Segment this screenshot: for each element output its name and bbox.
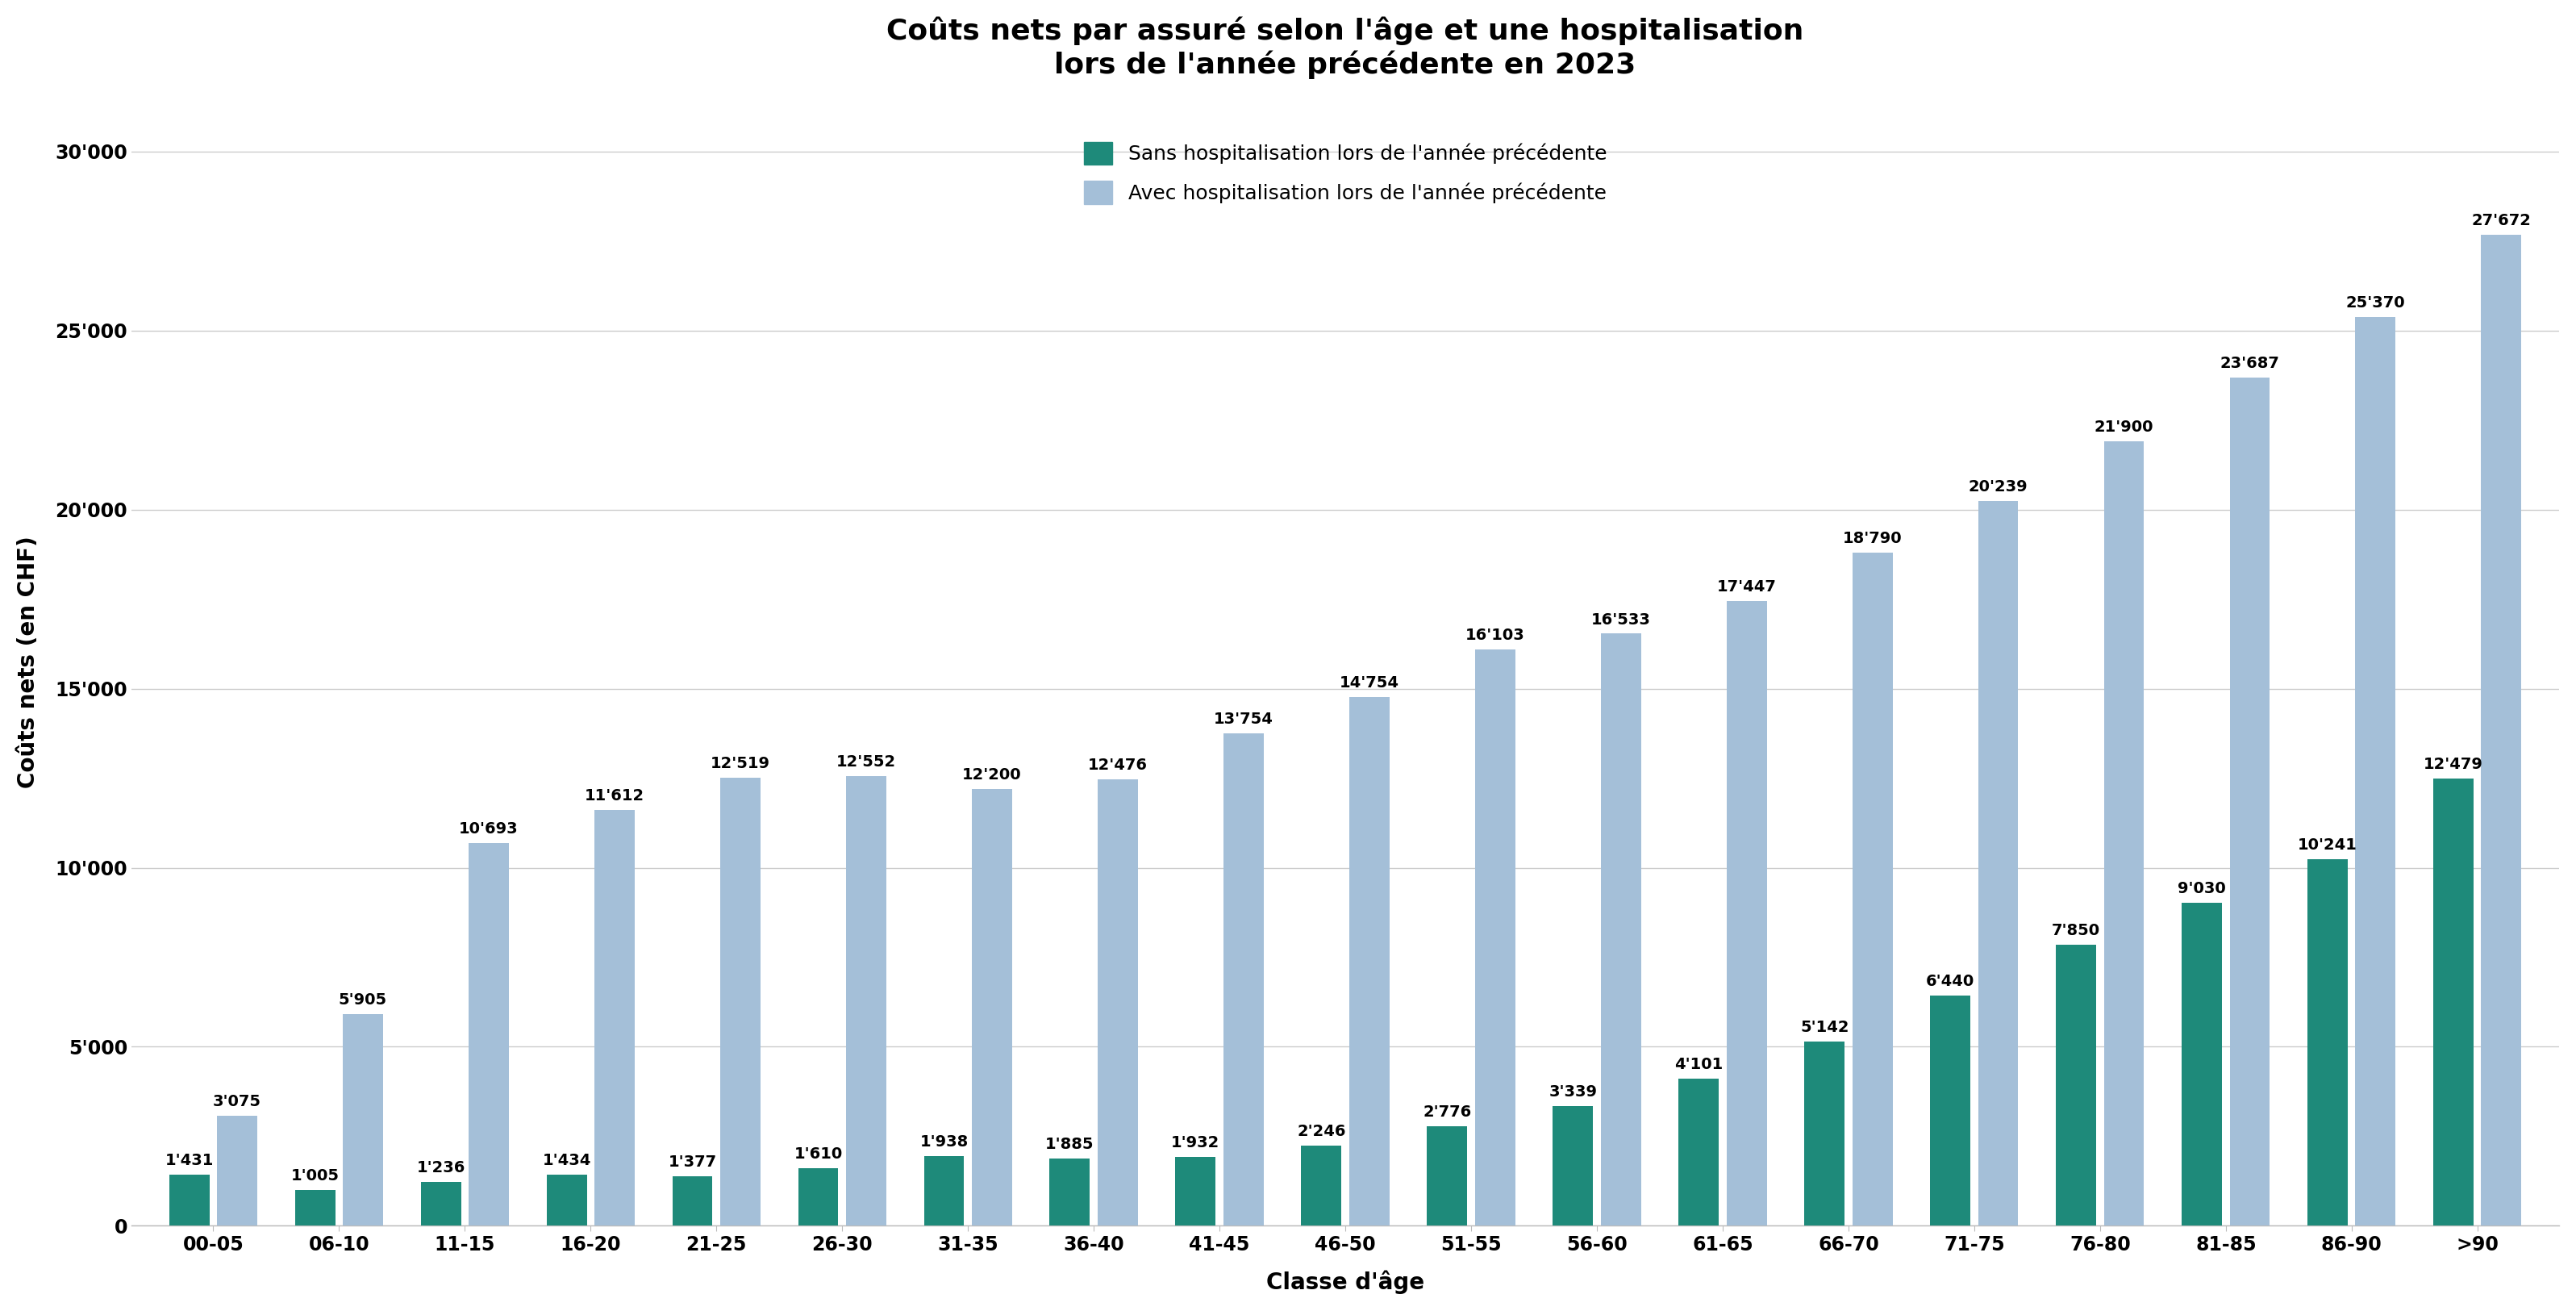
Bar — [1929, 995, 1971, 1226]
Bar — [1553, 1106, 1592, 1226]
Text: 16'533: 16'533 — [1592, 612, 1651, 627]
Text: 1'932: 1'932 — [1172, 1135, 1221, 1150]
Bar — [2434, 779, 2473, 1226]
Text: 17'447: 17'447 — [1716, 579, 1777, 594]
Text: 12'552: 12'552 — [837, 755, 896, 770]
Text: 6'440: 6'440 — [1927, 973, 1976, 988]
Text: 7'850: 7'850 — [2053, 923, 2099, 939]
Text: 23'687: 23'687 — [2221, 355, 2280, 371]
Text: 13'754: 13'754 — [1213, 712, 1273, 726]
Text: 10'693: 10'693 — [459, 821, 518, 836]
Text: 4'101: 4'101 — [1674, 1057, 1723, 1072]
Bar — [546, 1175, 587, 1226]
Bar — [1048, 1159, 1090, 1226]
Text: 12'519: 12'519 — [711, 755, 770, 771]
Text: 14'754: 14'754 — [1340, 675, 1399, 691]
Text: 25'370: 25'370 — [2347, 295, 2406, 311]
Bar — [672, 1176, 714, 1226]
Bar — [2354, 317, 2396, 1226]
Text: 1'885: 1'885 — [1046, 1137, 1095, 1152]
Bar — [469, 843, 507, 1226]
Bar — [1476, 649, 1515, 1226]
Text: 27'672: 27'672 — [2470, 212, 2532, 228]
Bar — [2231, 378, 2269, 1226]
Text: 1'236: 1'236 — [417, 1160, 466, 1175]
Text: 1'377: 1'377 — [667, 1155, 716, 1169]
Text: 3'339: 3'339 — [1548, 1084, 1597, 1100]
Bar — [1726, 600, 1767, 1226]
Bar — [1301, 1146, 1342, 1226]
Text: 1'005: 1'005 — [291, 1168, 340, 1184]
Bar — [845, 776, 886, 1226]
Y-axis label: Coûts nets (en CHF): Coûts nets (en CHF) — [18, 536, 39, 788]
Bar — [595, 810, 634, 1226]
Text: 20'239: 20'239 — [1968, 480, 2027, 494]
Text: 18'790: 18'790 — [1842, 531, 1901, 547]
Bar — [1350, 697, 1388, 1226]
Bar — [2481, 235, 2522, 1226]
Bar — [2105, 442, 2143, 1226]
Text: 2'246: 2'246 — [1296, 1124, 1345, 1139]
Bar — [1978, 501, 2017, 1226]
Bar — [420, 1181, 461, 1226]
Bar — [1224, 733, 1262, 1226]
Bar — [1175, 1156, 1216, 1226]
Bar — [294, 1190, 335, 1226]
Text: 11'612: 11'612 — [585, 788, 644, 804]
Text: 12'479: 12'479 — [2424, 758, 2483, 772]
Text: 12'476: 12'476 — [1087, 758, 1146, 772]
Bar — [925, 1156, 963, 1226]
Bar — [1097, 779, 1139, 1226]
Bar — [2182, 902, 2223, 1226]
Bar — [170, 1175, 209, 1226]
Text: 5'142: 5'142 — [1801, 1020, 1850, 1036]
Text: 12'200: 12'200 — [961, 767, 1023, 783]
Bar — [2308, 859, 2347, 1226]
Bar — [721, 777, 760, 1226]
Bar — [1600, 633, 1641, 1226]
Text: 21'900: 21'900 — [2094, 420, 2154, 435]
Bar — [1427, 1126, 1468, 1226]
Text: 1'610: 1'610 — [793, 1146, 842, 1162]
Text: 5'905: 5'905 — [337, 992, 386, 1008]
Text: 2'776: 2'776 — [1422, 1105, 1471, 1120]
Bar — [2056, 945, 2097, 1226]
Bar — [343, 1015, 384, 1226]
Text: 10'241: 10'241 — [2298, 838, 2357, 852]
Text: 3'075: 3'075 — [214, 1093, 260, 1109]
Text: 1'434: 1'434 — [544, 1152, 590, 1168]
Bar — [1803, 1042, 1844, 1226]
Text: 1'938: 1'938 — [920, 1134, 969, 1150]
Text: 1'431: 1'431 — [165, 1152, 214, 1168]
Bar — [1680, 1079, 1718, 1226]
Text: 9'030: 9'030 — [2177, 881, 2226, 895]
Bar — [1852, 553, 1893, 1226]
Bar — [216, 1116, 258, 1226]
Text: 16'103: 16'103 — [1466, 628, 1525, 642]
X-axis label: Classe d'âge: Classe d'âge — [1267, 1270, 1425, 1294]
Legend: Sans hospitalisation lors de l'année précédente, Avec hospitalisation lors de l': Sans hospitalisation lors de l'année pré… — [1084, 142, 1607, 205]
Bar — [799, 1168, 837, 1226]
Title: Coûts nets par assuré selon l'âge et une hospitalisation
lors de l'année précéde: Coûts nets par assuré selon l'âge et une… — [886, 17, 1803, 79]
Bar — [971, 789, 1012, 1226]
